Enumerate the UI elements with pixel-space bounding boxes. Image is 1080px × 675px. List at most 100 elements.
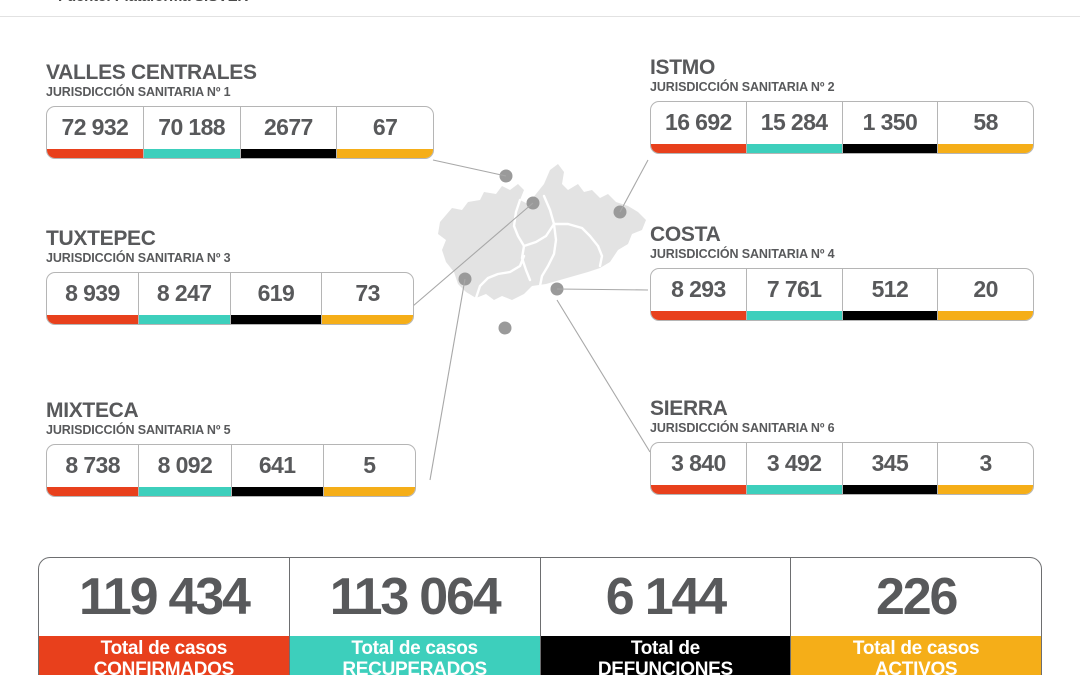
stat-cell-confirmed: 3 840 xyxy=(651,442,747,494)
jurisdiction-name: TUXTEPEC xyxy=(46,227,156,250)
map-dot-istmo xyxy=(613,205,627,219)
jurisdiction-name: COSTA xyxy=(650,223,721,246)
stat-bar-recovered xyxy=(746,143,842,153)
stat-value-active: 3 xyxy=(979,449,993,476)
stat-bar-active xyxy=(337,148,433,158)
total-value-deaths: 6 144 xyxy=(605,568,727,626)
jurisdiction-subtitle: JURISDICCIÓN SANITARIA Nº 5 xyxy=(46,423,231,437)
stat-cell-active: 67 xyxy=(337,107,433,158)
jurisdiction-mixteca: MIXTECA JURISDICCIÓN SANITARIA Nº 5 8 73… xyxy=(46,400,416,497)
total-cell-confirmed: 119 434 Total de casos CONFIRMADOS xyxy=(39,558,290,675)
stat-bar-deaths xyxy=(842,310,938,320)
stat-value-active: 58 xyxy=(973,108,998,135)
stat-cell-confirmed: 72 932 xyxy=(47,106,144,158)
stat-bar-confirmed xyxy=(651,143,746,153)
stats-card: 72 932 70 188 2677 67 xyxy=(46,105,434,159)
stat-value-confirmed: 8 939 xyxy=(65,279,120,306)
total-cell-recovered: 113 064 Total de casos RECUPERADOS xyxy=(289,558,541,675)
stats-card: 3 840 3 492 345 3 xyxy=(650,441,1034,495)
stat-value-confirmed: 3 840 xyxy=(671,449,726,476)
total-value-confirmed: 119 434 xyxy=(79,568,251,626)
jurisdiction-istmo: ISTMO JURISDICCIÓN SANITARIA Nº 2 16 692… xyxy=(650,57,1034,154)
stat-bar-deaths xyxy=(240,148,337,158)
stat-cell-deaths: 512 xyxy=(842,268,939,320)
stat-bar-active xyxy=(938,310,1033,320)
stat-bar-active xyxy=(938,143,1033,153)
stat-bar-confirmed xyxy=(47,486,139,496)
stat-value-recovered: 3 492 xyxy=(766,449,822,476)
map-dot-valles-centrales xyxy=(499,169,513,183)
stats-card: 8 738 8 092 641 5 xyxy=(46,443,416,497)
total-label-line1: Total de casos xyxy=(351,638,478,659)
total-value-recovered: 113 064 xyxy=(329,568,502,626)
stat-cell-confirmed: 8 293 xyxy=(651,268,747,320)
map-dot-costa xyxy=(498,321,512,335)
total-value-active: 226 xyxy=(876,568,958,626)
jurisdiction-subtitle: JURISDICCIÓN SANITARIA Nº 3 xyxy=(46,251,231,265)
stat-bar-confirmed xyxy=(651,310,746,320)
stat-value-active: 20 xyxy=(973,275,998,302)
total-label-line1: Total de casos xyxy=(852,638,980,659)
total-label-line2: ACTIVOS xyxy=(874,658,958,675)
stat-bar-confirmed xyxy=(47,148,143,158)
stat-cell-deaths: 345 xyxy=(842,442,939,494)
jurisdiction-costa: COSTA JURISDICCIÓN SANITARIA Nº 4 8 293 … xyxy=(650,224,1034,321)
stat-bar-recovered xyxy=(746,310,842,320)
total-label-line2: RECUPERADOS xyxy=(342,658,487,675)
total-label-confirmed: Total de casos CONFIRMADOS xyxy=(39,636,289,675)
stat-value-recovered: 15 284 xyxy=(760,108,828,135)
jurisdiction-name: SIERRA xyxy=(650,397,728,420)
stat-bar-active xyxy=(938,484,1033,494)
stat-cell-recovered: 8 092 xyxy=(139,444,232,496)
stat-bar-deaths xyxy=(231,486,323,496)
stat-value-deaths: 1 350 xyxy=(862,108,918,135)
stat-bar-recovered xyxy=(139,486,231,496)
stat-bar-active xyxy=(322,314,413,324)
jurisdiction-name: MIXTECA xyxy=(46,399,139,422)
stat-value-deaths: 619 xyxy=(257,279,295,306)
stat-bar-deaths xyxy=(230,314,322,324)
stat-value-active: 5 xyxy=(363,451,376,478)
stat-value-active: 67 xyxy=(372,113,398,140)
stat-bar-active xyxy=(323,486,415,496)
total-cell-active: 226 Total de casos ACTIVOS xyxy=(791,558,1041,675)
stat-cell-confirmed: 8 939 xyxy=(47,272,139,324)
stat-bar-deaths xyxy=(842,484,938,494)
stats-card: 16 692 15 284 1 350 58 xyxy=(650,100,1034,154)
total-label-deaths: Total de DEFUNCIONES xyxy=(540,636,791,675)
total-label-line2: CONFIRMADOS xyxy=(93,658,235,675)
stat-bar-confirmed xyxy=(651,484,746,494)
stat-cell-confirmed: 8 738 xyxy=(47,444,140,496)
jurisdiction-name: ISTMO xyxy=(650,56,715,79)
total-label-line2: DEFUNCIONES xyxy=(597,658,733,675)
stats-card: 8 293 7 761 512 20 xyxy=(650,267,1034,321)
stat-cell-active: 3 xyxy=(938,443,1033,494)
jurisdiction-sierra: SIERRA JURISDICCIÓN SANITARIA Nº 6 3 840… xyxy=(650,398,1034,495)
stat-cell-active: 20 xyxy=(938,269,1033,320)
jurisdiction-tuxtepec: TUXTEPEC JURISDICCIÓN SANITARIA Nº 3 8 9… xyxy=(46,228,414,325)
stat-cell-recovered: 3 492 xyxy=(746,442,843,494)
stat-value-confirmed: 8 738 xyxy=(65,451,120,478)
stat-value-deaths: 641 xyxy=(258,451,296,478)
stat-value-deaths: 2677 xyxy=(263,113,313,140)
stat-cell-deaths: 619 xyxy=(230,272,323,324)
stat-cell-deaths: 641 xyxy=(231,444,324,496)
stat-cell-deaths: 1 350 xyxy=(842,101,939,153)
map-dot-mixteca xyxy=(458,272,472,286)
stats-card: 8 939 8 247 619 73 xyxy=(46,271,414,325)
header-divider xyxy=(0,16,1080,17)
stat-bar-recovered xyxy=(138,314,230,324)
stat-value-recovered: 7 761 xyxy=(766,275,822,302)
jurisdiction-valles-centrales: VALLES CENTRALES JURISDICCIÓN SANITARIA … xyxy=(46,62,434,159)
stat-bar-confirmed xyxy=(47,314,138,324)
map-dot-sierra xyxy=(550,282,564,296)
source-label: Fuente: Plataforma SISVER xyxy=(58,0,248,5)
map-svg xyxy=(438,164,646,335)
total-label-line1: Total de casos xyxy=(100,638,228,659)
stat-cell-active: 73 xyxy=(322,273,413,324)
jurisdiction-subtitle: JURISDICCIÓN SANITARIA Nº 6 xyxy=(650,421,835,435)
stat-value-confirmed: 72 932 xyxy=(61,113,129,140)
jurisdiction-subtitle: JURISDICCIÓN SANITARIA Nº 2 xyxy=(650,80,835,94)
map-dot-tuxtepec xyxy=(526,196,540,210)
